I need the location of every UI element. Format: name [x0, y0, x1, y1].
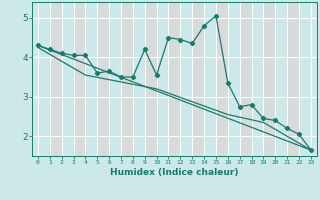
Bar — [145, 2, 156, 156]
Bar — [240, 2, 252, 156]
X-axis label: Humidex (Indice chaleur): Humidex (Indice chaleur) — [110, 168, 239, 177]
Bar — [121, 2, 133, 156]
Bar — [216, 2, 228, 156]
Bar — [192, 2, 204, 156]
Bar — [97, 2, 109, 156]
Bar — [287, 2, 299, 156]
Bar — [168, 2, 180, 156]
Bar — [50, 2, 62, 156]
Bar — [74, 2, 85, 156]
Bar — [263, 2, 275, 156]
